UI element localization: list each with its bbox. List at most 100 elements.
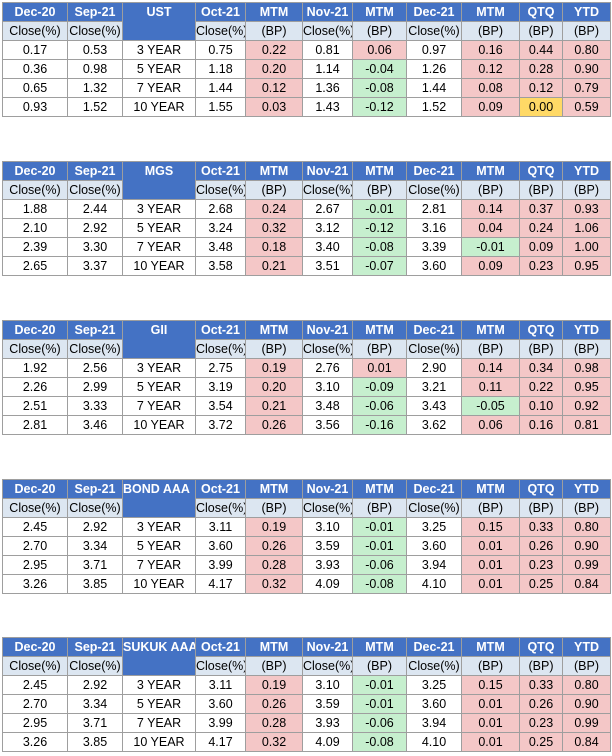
bp-change-cell: -0.12 [352,218,407,238]
bp-change-cell: 0.28 [519,59,563,79]
bp-change-cell: 0.92 [562,396,611,416]
bp-change-cell: 0.26 [245,694,303,714]
yield-cell: 2.81 [406,199,462,219]
column-subheader: Close(%) [406,21,462,41]
bp-change-cell: -0.01 [352,199,407,219]
tenor-cell: 10 YEAR [122,256,196,276]
bp-change-cell: 0.32 [245,218,303,238]
yield-cell: 2.44 [67,199,123,219]
yield-cell: 0.53 [67,40,123,60]
column-subheader: Close(%) [302,656,353,676]
yield-cell: 3.19 [195,377,246,397]
table-row: 1.92 2.56 3 YEAR 2.75 0.19 2.76 0.01 2.90 0.14 0.… [2,358,611,378]
bp-change-cell: 0.26 [245,415,303,435]
bp-change-cell: -0.09 [352,377,407,397]
column-subheader: (BP) [519,656,563,676]
table-row: 2.70 3.34 5 YEAR 3.60 0.26 3.59 -0.01 3.60 0.01 0… [2,536,611,556]
column-subheader: (BP) [245,498,303,518]
yield-cell: 2.92 [67,218,123,238]
column-header: MTM [245,2,303,22]
table-title: SUKUK AAA [122,637,196,676]
column-header: MTM [461,479,520,499]
bp-change-cell: 0.03 [245,97,303,117]
column-header: QTQ [519,479,563,499]
yield-cell: 1.32 [67,78,123,98]
table-row: 0.65 1.32 7 YEAR 1.44 0.12 1.36 -0.08 1.44 0.08 0… [2,78,611,98]
yield-cell: 3.26 [2,574,68,594]
table-row: 2.45 2.92 3 YEAR 3.11 0.19 3.10 -0.01 3.25 0.15 0… [2,517,611,537]
column-header: Dec-21 [406,161,462,181]
yield-cell: 3.24 [195,218,246,238]
bp-change-cell: 0.33 [519,517,563,537]
table-row: 2.81 3.46 10 YEAR 3.72 0.26 3.56 -0.16 3.62 0.06… [2,415,611,435]
subheader-row: Close(%) Close(%) Close(%) (BP) Close(%) (BP)… [2,21,611,41]
column-subheader: (BP) [352,656,407,676]
table-title: BOND AAA [122,479,196,518]
yield-cell: 0.36 [2,59,68,79]
yield-cell: 3.10 [302,517,353,537]
table-row: 0.36 0.98 5 YEAR 1.18 0.20 1.14 -0.04 1.26 0.12 0… [2,59,611,79]
bp-change-cell: 0.18 [245,237,303,257]
yield-cell: 2.95 [2,555,68,575]
yield-cell: 1.44 [195,78,246,98]
yield-cell: 3.10 [302,377,353,397]
yield-cell: 2.92 [67,517,123,537]
bp-change-cell: 0.99 [562,713,611,733]
table-row: 3.26 3.85 10 YEAR 4.17 0.32 4.09 -0.08 4.10 0.01… [2,732,611,752]
yield-cell: 3.93 [302,713,353,733]
bp-change-cell: 0.23 [519,256,563,276]
column-header: Dec-21 [406,320,462,340]
bp-change-cell: 0.14 [461,199,520,219]
bp-change-cell: 0.59 [562,97,611,117]
header-row: Dec-20 Sep-21 UST Oct-21 MTM Nov-21 MTM Dec-21 M… [2,2,611,41]
yield-cell: 2.65 [2,256,68,276]
yield-cell: 2.45 [2,517,68,537]
bp-change-cell: 0.37 [519,199,563,219]
column-header: MTM [461,637,520,657]
column-subheader: (BP) [245,180,303,200]
table-row: 2.95 3.71 7 YEAR 3.99 0.28 3.93 -0.06 3.94 0.01 0… [2,713,611,733]
yield-cell: 1.92 [2,358,68,378]
bp-change-cell: 0.25 [519,732,563,752]
yield-cell: 3.48 [302,396,353,416]
bp-change-cell: -0.01 [352,517,407,537]
bp-change-cell: 0.44 [519,40,563,60]
column-header: MTM [352,320,407,340]
column-header: QTQ [519,637,563,657]
bp-change-cell: 0.10 [519,396,563,416]
bp-change-cell: -0.04 [352,59,407,79]
bp-change-cell: 0.32 [245,574,303,594]
table-row: 0.17 0.53 3 YEAR 0.75 0.22 0.81 0.06 0.97 0.16 0.… [2,40,611,60]
column-header: Dec-20 [2,2,68,22]
column-header: Dec-21 [406,637,462,657]
yield-cell: 3.60 [406,694,462,714]
column-header: Nov-21 [302,2,353,22]
column-header: MTM [461,2,520,22]
tenor-cell: 3 YEAR [122,675,196,695]
column-subheader: Close(%) [195,656,246,676]
column-header: MTM [245,479,303,499]
bp-change-cell: 0.19 [245,517,303,537]
bp-change-cell: 0.22 [519,377,563,397]
bp-change-cell: 1.00 [562,237,611,257]
yield-cell: 3.34 [67,694,123,714]
bp-change-cell: 0.25 [519,574,563,594]
yield-cell: 3.43 [406,396,462,416]
bp-change-cell: 0.06 [461,415,520,435]
yield-cell: 3.60 [195,536,246,556]
bp-change-cell: 0.28 [245,555,303,575]
bp-change-cell: 0.81 [562,415,611,435]
yield-cell: 0.75 [195,40,246,60]
bp-change-cell: 0.00 [519,97,563,117]
yield-cell: 3.11 [195,675,246,695]
bp-change-cell: 0.84 [562,574,611,594]
column-subheader: (BP) [245,21,303,41]
yield-cell: 2.56 [67,358,123,378]
column-subheader: (BP) [562,498,611,518]
column-subheader: (BP) [562,656,611,676]
table-row: 2.51 3.33 7 YEAR 3.54 0.21 3.48 -0.06 3.43 -0.05… [2,396,611,416]
yield-cell: 1.43 [302,97,353,117]
yield-cell: 3.59 [302,694,353,714]
table-title: GII [122,320,196,359]
yield-cell: 3.85 [67,574,123,594]
